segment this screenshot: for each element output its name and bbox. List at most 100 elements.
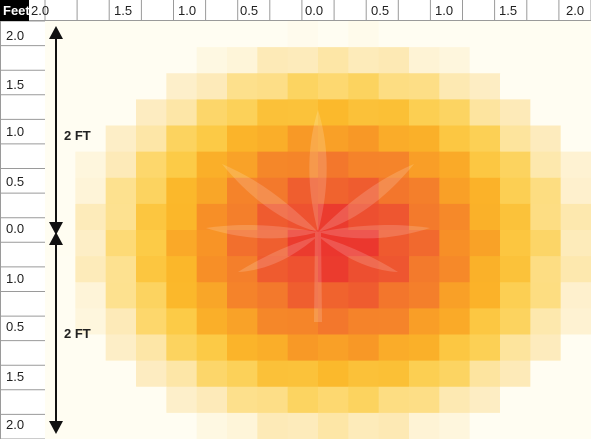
heatmap-cell <box>530 412 562 439</box>
heatmap-cell <box>378 308 410 336</box>
heatmap-cell <box>469 230 501 257</box>
heatmap-cell <box>560 282 591 309</box>
top-ruler-label: 1.5 <box>499 3 517 18</box>
heatmap-cell <box>348 386 380 414</box>
heatmap-cell <box>287 360 319 388</box>
heatmap-cell <box>439 230 471 257</box>
heatmap-cell <box>409 308 440 336</box>
heatmap-cell <box>257 256 289 283</box>
top-ruler-label: 0.0 <box>305 3 323 18</box>
heatmap-cell <box>105 73 137 100</box>
left-ruler-lines <box>0 20 45 439</box>
heatmap-cell <box>45 412 76 439</box>
heatmap-cell <box>227 360 258 388</box>
heatmap-cell <box>105 151 137 179</box>
arrow-down-icon <box>49 222 63 235</box>
heatmap-cell <box>409 73 440 100</box>
heatmap-cell <box>45 125 76 153</box>
heatmap-cell <box>530 386 562 414</box>
heatmap-cell <box>227 386 258 414</box>
heatmap-cell <box>348 125 380 153</box>
heatmap-cell <box>318 203 349 231</box>
heatmap-cell <box>287 21 319 48</box>
heatmap-cell <box>166 230 198 257</box>
heatmap-cell <box>287 125 319 153</box>
heatmap-cell <box>196 47 228 74</box>
heatmap-cell <box>348 360 380 388</box>
heatmap-cell <box>318 177 349 205</box>
heatmap-cell <box>105 99 137 127</box>
heatmap-cell <box>348 230 380 257</box>
left-ruler-label: 0.0 <box>6 221 24 236</box>
heatmap-cell <box>500 151 531 179</box>
heatmap-cell <box>136 360 167 388</box>
heatmap-cell <box>257 334 289 362</box>
heatmap-cell <box>45 151 76 179</box>
heatmap-cell <box>136 177 167 205</box>
heatmap-cell <box>45 73 76 100</box>
heatmap-cell <box>75 151 107 179</box>
heatmap-cell <box>560 203 591 231</box>
heatmap-cell <box>136 308 167 336</box>
heatmap-cell <box>348 334 380 362</box>
heatmap-cell <box>378 125 410 153</box>
heatmap-cell <box>409 256 440 283</box>
heatmap-cell <box>136 282 167 309</box>
heatmap-cell <box>560 125 591 153</box>
heatmap-cell <box>257 230 289 257</box>
top-ruler-label: 1.0 <box>435 3 453 18</box>
heatmap-cell <box>469 334 501 362</box>
heatmap-cell <box>227 308 258 336</box>
heatmap-cell <box>530 99 562 127</box>
heatmap-cell <box>378 386 410 414</box>
heatmap-cell <box>378 334 410 362</box>
heatmap-cell <box>166 151 198 179</box>
heatmap-cell <box>166 386 198 414</box>
heatmap-cell <box>287 99 319 127</box>
heatmap-cell <box>257 73 289 100</box>
heatmap-cell <box>318 230 349 257</box>
heatmap-cell <box>530 125 562 153</box>
heatmap-cell <box>227 256 258 283</box>
heatmap-cell <box>530 308 562 336</box>
dimension-arrow-lower <box>49 232 63 434</box>
heatmap-cell <box>409 125 440 153</box>
heatmap-cell <box>469 47 501 74</box>
heatmap-cell <box>136 412 167 439</box>
heatmap-cell <box>469 21 501 48</box>
heatmap-cell <box>348 412 380 439</box>
heatmap-cell <box>409 21 440 48</box>
heatmap-cell <box>257 308 289 336</box>
heatmap-cell <box>409 177 440 205</box>
heatmap-cell <box>318 151 349 179</box>
heatmap-cell <box>409 386 440 414</box>
top-ruler-label: 1.0 <box>178 3 196 18</box>
top-ruler-lines <box>0 0 591 21</box>
heatmap-cell <box>136 125 167 153</box>
cannabis-leaf-icon <box>206 110 430 322</box>
heatmap-cell <box>196 308 228 336</box>
heatmap-cell <box>196 412 228 439</box>
heatmap-cell <box>196 230 228 257</box>
heatmap-cell <box>318 99 349 127</box>
heatmap-cell <box>409 360 440 388</box>
heatmap-cell <box>500 230 531 257</box>
heatmap-cell <box>227 177 258 205</box>
heatmap-cell <box>287 203 319 231</box>
left-ruler-label: 2.0 <box>6 417 24 432</box>
heatmap-cell <box>348 282 380 309</box>
heatmap-cell <box>75 125 107 153</box>
heatmap-cell <box>318 282 349 309</box>
heatmap-cell <box>105 334 137 362</box>
heatmap-cell <box>439 203 471 231</box>
heatmap-cell <box>257 177 289 205</box>
heatmap-cell <box>439 177 471 205</box>
heatmap-cell <box>439 256 471 283</box>
heatmap-cell <box>166 282 198 309</box>
heatmap-cell <box>166 47 198 74</box>
heatmap-cell <box>45 256 76 283</box>
heatmap-cell <box>166 412 198 439</box>
heatmap-cell <box>196 203 228 231</box>
heatmap-cell <box>257 47 289 74</box>
heatmap-cell <box>257 21 289 48</box>
